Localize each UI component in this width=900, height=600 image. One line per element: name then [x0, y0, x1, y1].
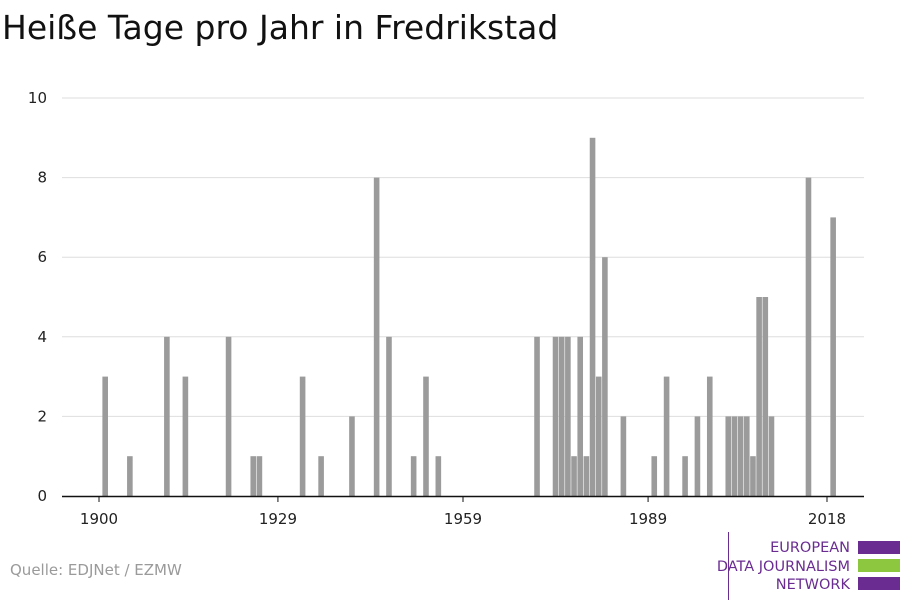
x-tick-label: 1959: [444, 510, 482, 528]
bar[interactable]: [595, 376, 602, 496]
bar[interactable]: [620, 416, 627, 496]
logo-bar-middle: [858, 559, 900, 572]
y-tick-label: 8: [37, 169, 47, 187]
bar[interactable]: [602, 257, 608, 496]
bar[interactable]: [571, 456, 577, 496]
gridlines: [62, 97, 864, 417]
x-tick-label: 1989: [629, 510, 667, 528]
bar[interactable]: [583, 456, 590, 496]
bar[interactable]: [250, 456, 257, 496]
bar[interactable]: [731, 416, 738, 496]
bar[interactable]: [299, 376, 306, 496]
y-tick-label: 6: [37, 248, 47, 266]
bar[interactable]: [373, 177, 380, 496]
bar[interactable]: [706, 376, 713, 496]
bar[interactable]: [552, 336, 559, 496]
bar[interactable]: [423, 376, 429, 496]
bar[interactable]: [830, 217, 836, 496]
bars: [102, 137, 836, 497]
bar[interactable]: [435, 456, 442, 496]
bar[interactable]: [565, 336, 571, 496]
y-tick-label: 4: [37, 328, 47, 346]
bar[interactable]: [164, 336, 170, 496]
chart-title: Heiße Tage pro Jahr in Fredrikstad: [2, 8, 559, 47]
bar[interactable]: [558, 336, 565, 496]
bar[interactable]: [534, 336, 540, 496]
logo-bar-bottom: [858, 577, 900, 590]
bar[interactable]: [589, 137, 596, 497]
bar[interactable]: [762, 297, 769, 496]
source-note: Quelle: EDJNet / EZMW: [10, 561, 182, 579]
bar[interactable]: [737, 416, 744, 496]
bar[interactable]: [768, 416, 775, 496]
edjnet-logo[interactable]: EUROPEAN DATA JOURNALISM NETWORK: [700, 532, 900, 600]
bar[interactable]: [651, 456, 658, 496]
bar[interactable]: [256, 456, 263, 496]
y-tick-label: 10: [28, 89, 47, 107]
bar[interactable]: [386, 336, 392, 496]
logo-divider: [728, 532, 729, 600]
bar[interactable]: [682, 456, 688, 496]
bar[interactable]: [725, 416, 732, 496]
bar[interactable]: [318, 456, 324, 496]
logo-text: EUROPEAN DATA JOURNALISM NETWORK: [717, 539, 850, 595]
bar[interactable]: [750, 456, 756, 496]
bar[interactable]: [743, 416, 750, 496]
axes: 0 2 4 6 8 10 1900 1929 1959 1989 2018: [28, 89, 864, 528]
logo-bar-top: [858, 541, 900, 554]
bar[interactable]: [756, 297, 762, 496]
y-tick-label: 0: [37, 487, 47, 505]
bar[interactable]: [694, 416, 701, 496]
x-tick-label: 1900: [80, 510, 118, 528]
bar[interactable]: [349, 416, 355, 496]
x-tick-label: 1929: [259, 510, 297, 528]
bar[interactable]: [127, 456, 133, 496]
bar[interactable]: [577, 336, 584, 496]
bar[interactable]: [410, 456, 417, 496]
logo-line-3: NETWORK: [775, 577, 850, 593]
bar[interactable]: [102, 376, 108, 496]
bar[interactable]: [182, 376, 189, 496]
bar[interactable]: [225, 336, 232, 496]
bar[interactable]: [663, 376, 670, 496]
logo-line-2: DATA JOURNALISM: [716, 558, 850, 575]
bar[interactable]: [805, 177, 812, 496]
logo-line-1: EUROPEAN: [770, 540, 850, 556]
x-tick-label: 2018: [808, 510, 846, 528]
y-tick-label: 2: [37, 407, 47, 425]
